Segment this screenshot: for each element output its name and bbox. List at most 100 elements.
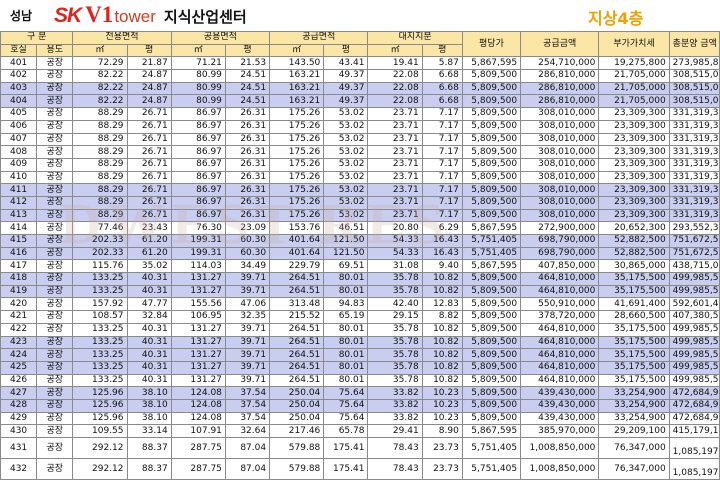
cell-total: 1,085,197,000 xyxy=(668,437,720,459)
cell-su-m2: 175.26 xyxy=(269,208,325,223)
cell-su-py: 75.64 xyxy=(323,411,369,426)
cell-la-py: 10.23 xyxy=(421,411,463,426)
table-row: 406 공장 88.29 26.71 86.97 26.31 175.26 53.02 23.7… xyxy=(0,119,720,134)
cell-ex-py: 32.84 xyxy=(126,310,172,324)
cell-vat: 23,309,300 xyxy=(598,132,670,147)
table-row: 428 공장 125.96 38.10 124.08 37.54 250.04 75.64 33… xyxy=(0,398,720,413)
cell-su-m2: 175.26 xyxy=(269,183,325,197)
cell-ex-py: 61.20 xyxy=(126,234,172,248)
cell-la-m2: 23.71 xyxy=(367,157,423,172)
cell-co-m2: 131.27 xyxy=(170,284,226,299)
cell-vat: 33,254,900 xyxy=(598,398,670,413)
cell-ppp: 5,809,500 xyxy=(461,170,522,185)
cell-su-py: 69.51 xyxy=(323,259,369,274)
cell-su-m2: 264.51 xyxy=(269,360,325,375)
table-row: 417 공장 115.76 35.02 114.03 34.49 229.79 69.51 31… xyxy=(0,259,720,274)
cell-total: 331,319,300 xyxy=(668,157,720,172)
cell-total: 472,684,900 xyxy=(668,411,720,426)
floor-label: 지상4층 xyxy=(588,9,644,28)
cell-su-m2: 264.51 xyxy=(269,272,325,286)
cell-co-m2: 80.99 xyxy=(170,69,226,83)
table-row: 424 공장 133.25 40.31 131.27 39.71 264.51 80.01 35… xyxy=(0,348,720,362)
cell-ex-m2: 88.29 xyxy=(72,107,128,121)
cell-unit: 428 xyxy=(0,398,38,413)
cell-amount: 439,430,000 xyxy=(520,398,600,413)
cell-ex-py: 88.37 xyxy=(126,458,172,480)
cell-la-m2: 33.82 xyxy=(367,386,423,400)
cell-la-m2: 54.33 xyxy=(367,246,423,261)
cell-co-py: 47.06 xyxy=(224,297,271,312)
cell-unit: 426 xyxy=(0,373,38,388)
cell-ex-m2: 82.22 xyxy=(72,94,128,109)
cell-co-py: 39.71 xyxy=(224,272,271,286)
cell-total: 331,319,300 xyxy=(668,208,720,223)
cell-use: 공장 xyxy=(36,284,74,299)
cell-la-py: 7.17 xyxy=(421,119,463,134)
cell-ppp: 5,751,405 xyxy=(461,437,522,459)
cell-ex-m2: 133.25 xyxy=(72,373,128,388)
cell-ex-m2: 133.25 xyxy=(72,360,128,375)
cell-ppp: 5,809,500 xyxy=(461,335,522,350)
cell-ex-py: 40.31 xyxy=(126,335,172,350)
cell-la-m2: 20.80 xyxy=(367,221,423,235)
cell-amount: 464,810,000 xyxy=(520,348,600,362)
cell-co-m2: 76.30 xyxy=(170,221,226,235)
header-co-pyeong: 평 xyxy=(224,43,271,58)
cell-vat: 35,175,500 xyxy=(598,322,670,337)
cell-ppp: 5,867,595 xyxy=(461,56,522,71)
cell-su-py: 75.64 xyxy=(323,398,369,413)
cell-la-m2: 22.08 xyxy=(367,69,423,83)
cell-ex-py: 21.87 xyxy=(126,56,172,71)
cell-la-m2: 23.71 xyxy=(367,183,423,197)
cell-su-py: 49.37 xyxy=(323,69,369,83)
cell-total: 751,672,500 xyxy=(668,234,720,248)
table-row: 403 공장 82.22 24.87 80.99 24.51 163.21 49.37 22.0… xyxy=(0,81,720,96)
cell-su-m2: 401.64 xyxy=(269,234,325,248)
location-label: 성남 xyxy=(10,9,33,23)
cell-co-m2: 86.97 xyxy=(170,208,226,223)
cell-su-m2: 175.26 xyxy=(269,119,325,134)
cell-ex-m2: 133.25 xyxy=(72,272,128,286)
cell-vat: 35,175,500 xyxy=(598,284,670,299)
cell-ex-m2: 88.29 xyxy=(72,132,128,147)
cell-ex-m2: 88.29 xyxy=(72,145,128,159)
cell-total: 592,601,400 xyxy=(668,297,720,312)
cell-su-py: 49.37 xyxy=(323,81,369,96)
header-ex-pyeong: 평 xyxy=(126,43,172,58)
cell-amount: 464,810,000 xyxy=(520,335,600,350)
cell-co-py: 26.31 xyxy=(224,145,271,159)
cell-co-py: 32.64 xyxy=(224,424,271,438)
cell-unit: 431 xyxy=(0,437,38,459)
cell-co-m2: 124.08 xyxy=(170,386,226,400)
cell-la-py: 10.82 xyxy=(421,348,463,362)
cell-unit: 407 xyxy=(0,132,38,147)
cell-ex-py: 33.14 xyxy=(126,424,172,438)
cell-ppp: 5,809,500 xyxy=(461,310,522,324)
cell-use: 공장 xyxy=(36,259,74,274)
cell-total: 308,515,000 xyxy=(668,94,720,109)
cell-su-py: 65.78 xyxy=(323,424,369,438)
cell-unit: 416 xyxy=(0,246,38,261)
cell-ex-m2: 125.96 xyxy=(72,411,128,426)
cell-co-py: 39.71 xyxy=(224,360,271,375)
header-la-pyeong: 평 xyxy=(421,43,463,58)
cell-use: 공장 xyxy=(36,386,74,400)
cell-la-m2: 54.33 xyxy=(367,234,423,248)
cell-ex-m2: 133.25 xyxy=(72,284,128,299)
cell-total: 331,319,300 xyxy=(668,170,720,185)
cell-amount: 1,008,850,000 xyxy=(520,458,600,480)
table-row: 410 공장 88.29 26.71 86.97 26.31 175.26 53.02 23.7… xyxy=(0,170,720,185)
header-exclusive-area: 전용면적 xyxy=(72,31,172,45)
cell-ex-py: 26.71 xyxy=(126,183,172,197)
cell-use: 공장 xyxy=(36,145,74,159)
cell-su-m2: 264.51 xyxy=(269,322,325,337)
cell-amount: 254,710,000 xyxy=(520,56,600,71)
cell-la-py: 10.82 xyxy=(421,322,463,337)
cell-use: 공장 xyxy=(36,56,74,71)
table-row: 431 공장 292.12 88.37 287.75 87.04 579.88 175.41 7… xyxy=(0,437,720,459)
cell-total: 1,085,197,000 xyxy=(668,458,720,480)
cell-co-py: 26.31 xyxy=(224,157,271,172)
page-header: 성남 SK V1 tower 지식산업센터 지상4층 xyxy=(0,0,720,30)
cell-amount: 464,810,000 xyxy=(520,360,600,375)
cell-vat: 28,660,500 xyxy=(598,310,670,324)
